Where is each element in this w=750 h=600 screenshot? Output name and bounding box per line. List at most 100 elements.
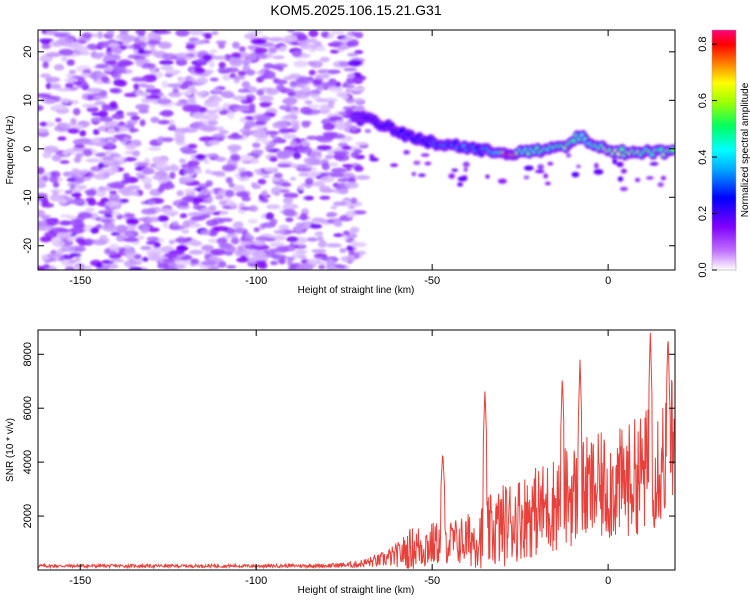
noise-blob xyxy=(345,89,352,93)
noise-blob xyxy=(311,217,326,223)
y-tick-label: 10 xyxy=(22,94,34,106)
spectrogram-x-ticks: -150 -100 -50 0 xyxy=(69,30,611,287)
noise-blob xyxy=(231,75,246,80)
noise-blob xyxy=(301,221,312,229)
noise-blob xyxy=(174,260,191,266)
noise-blob xyxy=(324,154,334,160)
noise-blob xyxy=(147,216,161,223)
noise-blob xyxy=(131,43,141,50)
noise-blob xyxy=(215,194,224,200)
noise-blob xyxy=(203,158,210,164)
noise-blob xyxy=(232,184,246,192)
noise-blob xyxy=(264,167,275,173)
noise-blob xyxy=(67,127,80,134)
noise-blob xyxy=(314,231,324,237)
noise-blob xyxy=(70,226,85,234)
noise-blob xyxy=(56,228,72,233)
signal-speckle xyxy=(369,157,379,162)
noise-blob xyxy=(190,258,200,265)
signal-speckle xyxy=(497,178,507,184)
noise-blob xyxy=(142,167,154,175)
noise-blob xyxy=(265,212,275,220)
noise-blob xyxy=(319,195,331,200)
noise-blob xyxy=(278,224,290,230)
noise-blob xyxy=(171,220,179,226)
noise-blob xyxy=(212,171,225,176)
noise-blob xyxy=(50,41,63,48)
noise-blob xyxy=(71,220,85,228)
noise-blob xyxy=(246,257,259,264)
noise-blob xyxy=(251,184,262,190)
noise-blob xyxy=(200,213,211,219)
signal-speckle xyxy=(594,162,599,169)
noise-blob xyxy=(61,56,68,62)
noise-blob xyxy=(188,37,200,42)
noise-blob xyxy=(222,74,232,81)
noise-blob xyxy=(294,229,304,235)
noise-blob xyxy=(103,171,110,179)
noise-blob xyxy=(343,67,358,72)
noise-blob xyxy=(270,260,279,266)
noise-blob xyxy=(111,113,125,120)
noise-blob xyxy=(135,30,146,35)
noise-blob xyxy=(339,248,347,253)
x-tick-label: -150 xyxy=(69,575,91,587)
snr-frame xyxy=(37,329,676,571)
noise-blob xyxy=(215,156,227,162)
noise-blob xyxy=(38,222,47,227)
signal-speckle xyxy=(485,174,490,179)
noise-blob xyxy=(247,218,259,224)
noise-blob xyxy=(346,233,358,239)
signal-speckle xyxy=(463,167,468,172)
noise-blob xyxy=(227,144,242,152)
noise-blob xyxy=(109,88,120,93)
y-tick-label: -20 xyxy=(22,238,34,254)
noise-blob xyxy=(284,104,291,113)
noise-blob xyxy=(169,165,180,172)
noise-blob xyxy=(72,188,83,193)
noise-blob xyxy=(248,205,259,212)
noise-blob xyxy=(143,182,152,190)
noise-blob xyxy=(225,189,235,198)
noise-blob xyxy=(230,237,240,245)
noise-blob xyxy=(137,224,151,231)
x-tick-label: 0 xyxy=(605,275,611,287)
noise-blob xyxy=(69,41,82,50)
noise-blob xyxy=(146,236,160,241)
noise-blob xyxy=(251,131,262,137)
signal-speckle xyxy=(411,171,417,177)
signal-speckle xyxy=(420,153,430,157)
noise-blob xyxy=(172,87,179,94)
noise-blob xyxy=(341,145,352,151)
noise-blob xyxy=(242,59,251,65)
noise-blob xyxy=(251,38,267,45)
noise-blob xyxy=(97,162,105,170)
noise-blob xyxy=(106,30,115,36)
noise-blob xyxy=(110,46,122,54)
noise-blob xyxy=(115,80,128,87)
noise-blob xyxy=(138,108,149,114)
noise-blob xyxy=(194,67,206,74)
noise-blob xyxy=(320,104,328,111)
noise-blob xyxy=(168,91,182,98)
noise-blob xyxy=(125,252,135,260)
colorbar-gradient xyxy=(711,29,737,271)
noise-blob xyxy=(138,217,147,222)
noise-blob xyxy=(130,115,140,121)
snr-x-ticks: -150 -100 -50 0 xyxy=(69,330,611,587)
noise-blob xyxy=(177,76,185,82)
noise-blob xyxy=(101,103,110,111)
noise-blob xyxy=(132,191,140,197)
noise-blob xyxy=(94,100,106,106)
noise-blob xyxy=(283,192,299,199)
noise-blob xyxy=(259,102,271,108)
noise-blob xyxy=(190,238,197,246)
signal-speckle xyxy=(660,176,666,181)
noise-blob xyxy=(137,235,145,240)
noise-blob xyxy=(315,98,328,103)
noise-blob xyxy=(293,152,301,160)
signal-speckle xyxy=(593,169,604,175)
noise-blob xyxy=(307,92,318,97)
noise-blob xyxy=(316,236,324,241)
